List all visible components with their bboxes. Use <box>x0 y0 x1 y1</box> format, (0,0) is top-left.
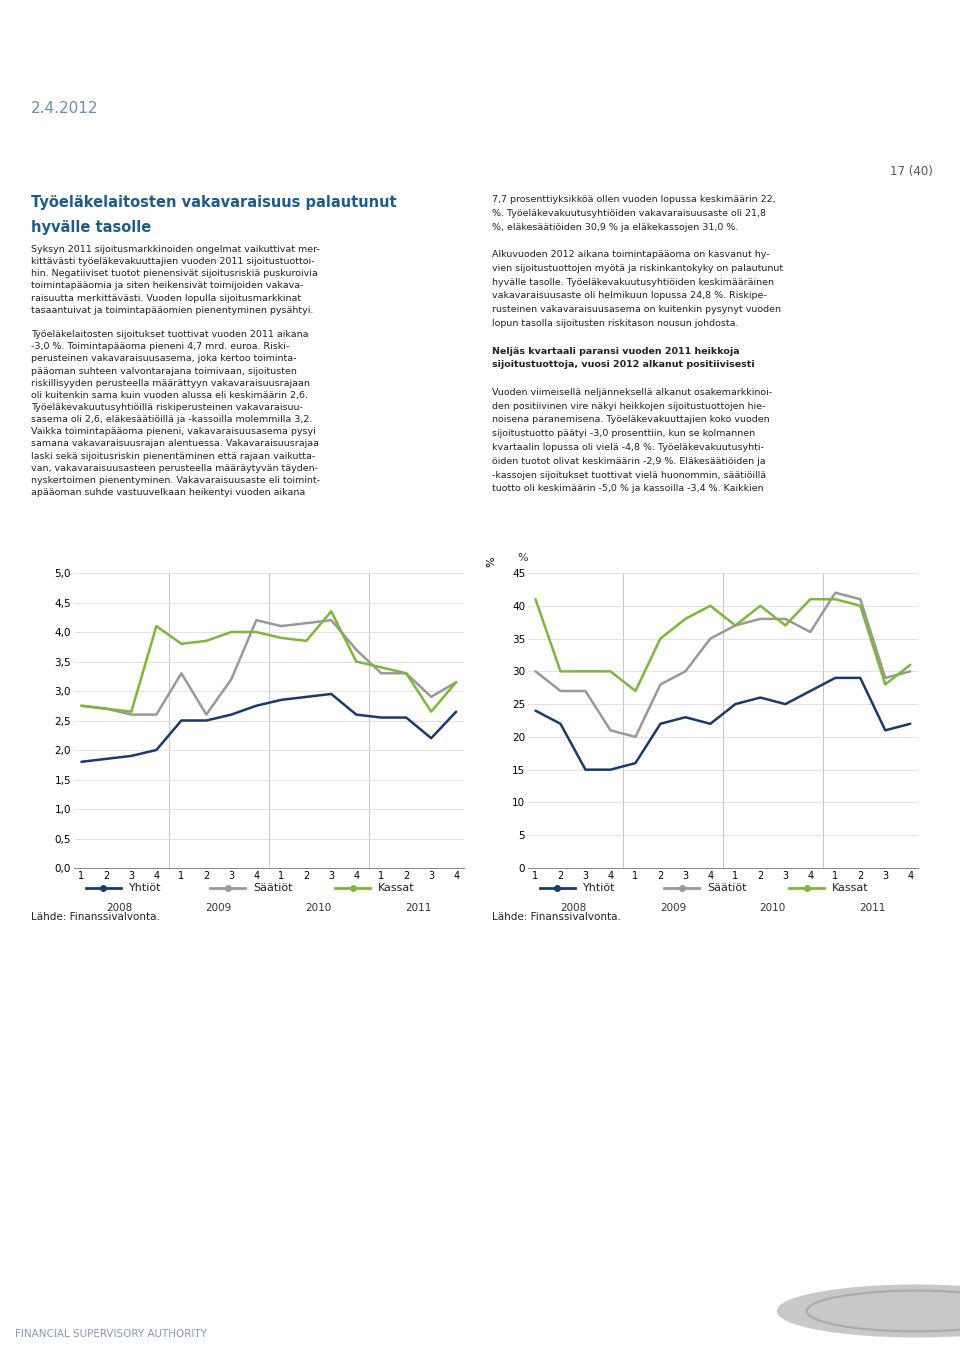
Text: sijoitustuotto päätyi -3,0 prosenttiin, kun se kolmannen: sijoitustuotto päätyi -3,0 prosenttiin, … <box>492 429 755 438</box>
Text: -kassojen sijoitukset tuottivat vielä huonommin, säätiöillä: -kassojen sijoitukset tuottivat vielä hu… <box>492 471 766 480</box>
Text: eläkekassojen riskiperusteiset vakavaraisuusasteet: eläkekassojen riskiperusteiset vakavarai… <box>502 560 808 570</box>
Text: Työeläkevakuutusyhtiöiden, eläkesäätiöiden ja: Työeläkevakuutusyhtiöiden, eläkesäätiöid… <box>41 541 319 550</box>
Text: vien sijoitustuottojen myötä ja riskinkantokyky on palautunut: vien sijoitustuottojen myötä ja riskinka… <box>492 264 782 273</box>
Text: 2009: 2009 <box>660 904 686 913</box>
Text: den positiivinen vire näkyi heikkojen sijoitustuottojen hie-: den positiivinen vire näkyi heikkojen si… <box>492 402 765 410</box>
Text: tuotto oli keskimäärin -5,0 % ja kassoilla -3,4 %. Kaikkien: tuotto oli keskimäärin -5,0 % ja kassoil… <box>492 484 763 494</box>
Text: hyvälle tasolle: hyvälle tasolle <box>31 219 151 235</box>
Text: %: % <box>517 553 528 564</box>
Text: %. Työeläkevakuutusyhtiöiden vakavaraisuusaste oli 21,8: %. Työeläkevakuutusyhtiöiden vakavaraisu… <box>492 208 765 218</box>
Text: Kassat: Kassat <box>378 884 415 893</box>
Text: Työeläkevakuutusyhtiöiden, eläkesäätiöiden ja: Työeläkevakuutusyhtiöiden, eläkesäätiöid… <box>502 541 780 550</box>
Text: 2011: 2011 <box>405 904 432 913</box>
Text: 2008: 2008 <box>106 904 132 913</box>
Text: lopun tasolla sijoitusten riskitason nousun johdosta.: lopun tasolla sijoitusten riskitason nou… <box>492 319 738 328</box>
Text: Lähde: Finanssivalvonta.: Lähde: Finanssivalvonta. <box>31 912 159 923</box>
Text: Alkuvuoden 2012 aikana toimintapääoma on kasvanut hy-: Alkuvuoden 2012 aikana toimintapääoma on… <box>492 250 769 260</box>
Text: Säätiöt: Säätiöt <box>253 884 293 893</box>
Text: 2009: 2009 <box>205 904 232 913</box>
Text: %, eläkesäätiöiden 30,9 % ja eläkekassojen 31,0 %.: %, eläkesäätiöiden 30,9 % ja eläkekassoj… <box>492 222 738 231</box>
Circle shape <box>778 1286 960 1337</box>
Text: 2010: 2010 <box>759 904 786 913</box>
Text: 2.4.2012: 2.4.2012 <box>31 101 98 116</box>
Text: Yhtiöt: Yhtiöt <box>583 884 615 893</box>
Text: Syksyn 2011 sijoitusmarkkinoiden ongelmat vaikuttivat mer-
kittävästi työeläkeva: Syksyn 2011 sijoitusmarkkinoiden ongelma… <box>31 245 320 498</box>
Text: Valvottavien taloudellinen tila ja riskit 1/2012: Valvottavien taloudellinen tila ja riski… <box>31 34 785 62</box>
Y-axis label: %: % <box>487 555 497 566</box>
Text: Kassat: Kassat <box>832 884 869 893</box>
Text: öiden tuotot olivat keskimäärin -2,9 %. Eläkesäätiöiden ja: öiden tuotot olivat keskimäärin -2,9 %. … <box>492 457 765 465</box>
Text: 17 (40): 17 (40) <box>890 164 933 178</box>
Text: eläkekassojen riskiperusteiset vakavaraisuusasemat: eläkekassojen riskiperusteiset vakavarai… <box>41 560 353 570</box>
Text: 2011: 2011 <box>859 904 886 913</box>
Text: FINANCIAL SUPERVISORY AUTHORITY: FINANCIAL SUPERVISORY AUTHORITY <box>15 1329 206 1340</box>
Text: Säätiöt: Säätiöt <box>708 884 747 893</box>
Text: vakavaraisuusaste oli helmikuun lopussa 24,8 %. Riskipe-: vakavaraisuusaste oli helmikuun lopussa … <box>492 292 766 300</box>
Text: Vuoden viimeisellä neljänneksellä alkanut osakemarkkinoi-: Vuoden viimeisellä neljänneksellä alkanu… <box>492 387 772 397</box>
Text: noisena paranemisena. Työeläkevakuuttajien koko vuoden: noisena paranemisena. Työeläkevakuuttaji… <box>492 416 769 425</box>
Text: Työeläkelaitosten vakavaraisuus palautunut: Työeläkelaitosten vakavaraisuus palautun… <box>31 195 396 210</box>
Text: hyvälle tasolle. Työeläkevakuutusyhtiöiden keskimääräinen: hyvälle tasolle. Työeläkevakuutusyhtiöid… <box>492 277 774 286</box>
Text: 7,7 prosenttiyksikköä ollen vuoden lopussa keskimäärin 22,: 7,7 prosenttiyksikköä ollen vuoden lopus… <box>492 195 775 204</box>
Text: sijoitustuottoja, vuosi 2012 alkanut positiivisesti: sijoitustuottoja, vuosi 2012 alkanut pos… <box>492 360 755 370</box>
Text: Yhtiöt: Yhtiöt <box>129 884 161 893</box>
Text: kvartaalin lopussa oli vielä -4,8 %. Työeläkevakuutusyhti-: kvartaalin lopussa oli vielä -4,8 %. Työ… <box>492 443 763 452</box>
Text: Lähde: Finanssivalvonta.: Lähde: Finanssivalvonta. <box>492 912 620 923</box>
Text: rusteinen vakavaraisuusasema on kuitenkin pysynyt vuoden: rusteinen vakavaraisuusasema on kuitenki… <box>492 305 780 315</box>
Text: Neljäs kvartaali paransi vuoden 2011 heikkoja: Neljäs kvartaali paransi vuoden 2011 hei… <box>492 347 739 355</box>
Text: FINANSINSPEKTIONEN: FINANSINSPEKTIONEN <box>15 1309 143 1322</box>
Text: 2008: 2008 <box>560 904 587 913</box>
Text: 2010: 2010 <box>305 904 332 913</box>
Text: FINANSSIVALVONTA: FINANSSIVALVONTA <box>15 1290 146 1302</box>
